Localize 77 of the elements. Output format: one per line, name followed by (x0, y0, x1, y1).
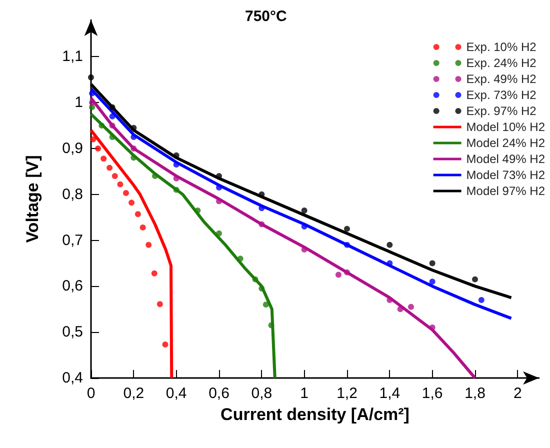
y-axis-title: Voltage [V] (23, 155, 42, 243)
point (151, 270, 158, 276)
point (162, 341, 168, 348)
point (109, 113, 116, 120)
point (134, 211, 141, 218)
x-tick-label: 2 (513, 385, 522, 402)
legend-label: Model 97% H2 (466, 184, 546, 198)
point (262, 302, 269, 308)
point (301, 207, 308, 214)
point (472, 276, 478, 282)
point (109, 104, 116, 110)
x-tick-label: 0 (86, 385, 96, 402)
x-axis-title: Current density [A/cm²] (220, 404, 410, 424)
x-tick-label: 1,2 (336, 385, 358, 402)
y-tick-label: 1,1 (62, 48, 83, 66)
y-tick-label: 0,6 (62, 278, 83, 295)
line-series (90, 128, 174, 380)
point (100, 156, 107, 162)
point (122, 190, 129, 196)
y-tick-label: 0,7 (62, 232, 83, 249)
point (98, 122, 105, 129)
point (397, 306, 404, 312)
x-tick-label: 0,4 (166, 385, 187, 402)
point (386, 242, 393, 248)
y-tick-label: 0,8 (62, 186, 83, 203)
y-tick-label: 0,9 (62, 140, 83, 158)
point (106, 164, 113, 171)
legend-label: Exp. 49% H2 (466, 72, 537, 86)
point (429, 260, 436, 266)
legend-label: Exp. 10% H2 (466, 40, 537, 54)
x-tick-label: 1,4 (379, 385, 400, 402)
point (140, 224, 146, 230)
point (335, 272, 342, 278)
legend-label: Exp. 97% H2 (466, 104, 537, 118)
point (117, 181, 124, 188)
legend-label: Exp. 24% H2 (466, 56, 537, 70)
point (95, 146, 102, 152)
chart-title: 750°C (245, 8, 288, 25)
point (258, 286, 265, 292)
legend-label: Model 24% H2 (466, 136, 546, 150)
legend-label: Model 10% H2 (466, 120, 546, 134)
x-tick-label: 1,6 (422, 385, 443, 402)
point (128, 200, 135, 206)
line-series (90, 112, 276, 380)
point (88, 74, 94, 80)
point (344, 226, 350, 232)
point (130, 146, 137, 152)
point (109, 134, 116, 140)
point (408, 304, 414, 310)
point (429, 278, 436, 285)
x-tick-label: 1,8 (464, 385, 486, 402)
point (109, 122, 116, 129)
point (478, 296, 484, 303)
legend-label: Model 73% H2 (466, 168, 546, 182)
point (268, 322, 274, 328)
y-tick-label: 1 (74, 94, 83, 112)
point (252, 276, 258, 282)
point (344, 269, 350, 276)
point (258, 221, 265, 228)
point (90, 136, 96, 142)
x-tick-label: 0,6 (208, 385, 230, 402)
y-tick-label: 0,5 (62, 324, 83, 341)
point (112, 173, 118, 180)
point (130, 124, 137, 131)
x-tick-label: 0,8 (251, 385, 272, 402)
point (173, 186, 180, 193)
y-tick-label: 0,4 (62, 370, 83, 386)
legend-label: Exp. 73% H2 (466, 88, 537, 102)
x-tick-label: 0,2 (123, 385, 144, 402)
point (146, 242, 152, 248)
point (344, 242, 350, 248)
x-tick-label: 1 (300, 385, 309, 402)
point (216, 230, 222, 236)
point (156, 301, 163, 308)
point (237, 256, 244, 262)
legend-label: Model 49% H2 (466, 152, 546, 166)
point (130, 134, 137, 140)
